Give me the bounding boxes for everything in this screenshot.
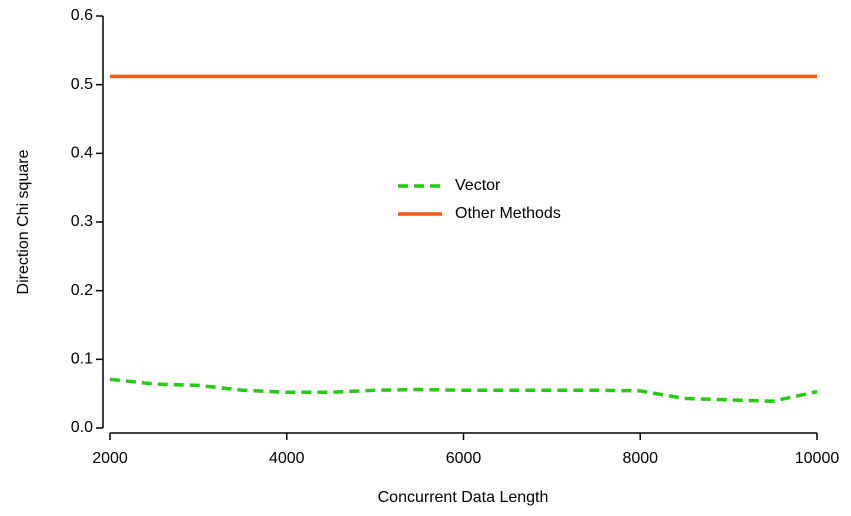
x-tick-label: 4000 [269,450,305,467]
y-tick-label: 0.1 [71,351,93,368]
y-tick-label: 0.6 [71,7,93,24]
y-tick-label: 0.3 [71,213,93,230]
x-tick-label: 2000 [92,450,128,467]
x-axis-label: Concurrent Data Length [378,489,549,506]
x-tick-label: 6000 [446,450,482,467]
legend-label: Vector [455,177,501,194]
y-tick-label: 0.4 [71,145,93,162]
y-tick-label: 0.5 [71,76,93,93]
series-line [109,377,818,403]
y-tick-label: 0.0 [71,419,93,436]
x-tick-label: 8000 [622,450,658,467]
x-tick-label: 10000 [795,450,840,467]
legend-label: Other Methods [455,205,561,222]
y-axis-label: Direction Chi square [15,149,32,294]
y-tick-label: 0.2 [71,282,93,299]
